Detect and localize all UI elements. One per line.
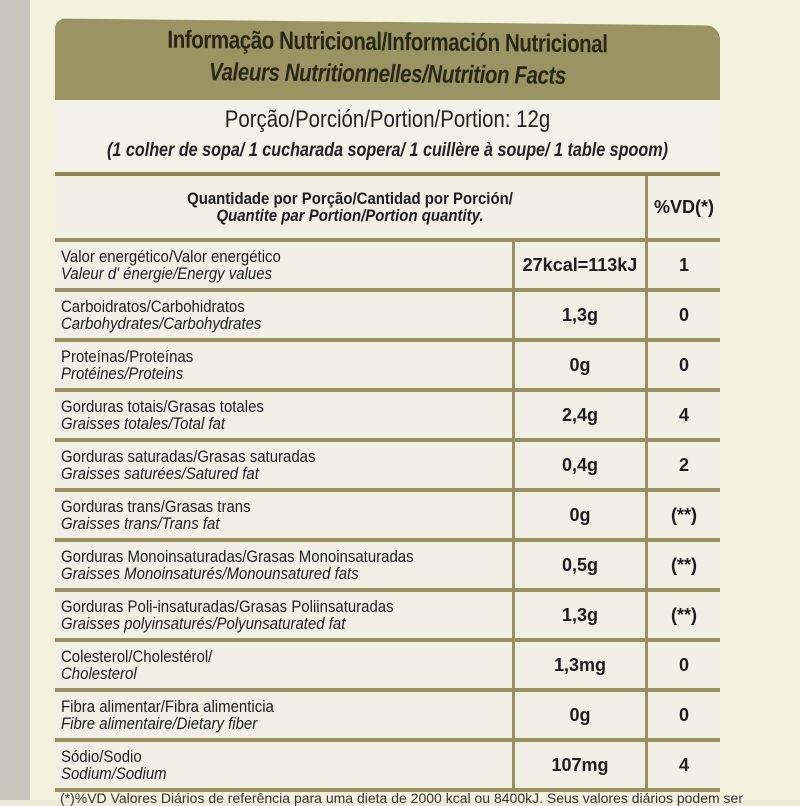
table-row: Gorduras Poli-insaturadas/Grasas Poliins…	[55, 590, 720, 642]
nutrient-name-translation: Graisses trans/Trans fat	[61, 514, 220, 533]
nutrient-name-translation: Cholesterol	[61, 664, 137, 683]
nutrient-vd: 0	[644, 290, 720, 342]
table-row: Colesterol/Cholestérol/Cholesterol 1,3mg 0	[55, 640, 720, 692]
nutrient-name-translation: Graisses polyinsaturés/Polyunsaturated f…	[61, 614, 346, 633]
nutrition-table: Quantidade por Porção/Cantidad por Porci…	[55, 176, 720, 792]
nutrient-value: 1,3mg	[511, 640, 647, 692]
nutrient-name-translation: Fibre alimentaire/Dietary fiber	[61, 714, 258, 733]
table-header: Quantidade por Porção/Cantidad por Porci…	[55, 176, 720, 242]
footnote: (*)%VD Valores Diários de referência par…	[60, 790, 743, 806]
nutrient-name: Colesterol/Cholestérol/	[61, 647, 213, 666]
nutrient-value: 2,4g	[511, 390, 647, 442]
nutrient-name: Gorduras saturadas/Grasas saturadas	[61, 447, 316, 466]
nutrient-value: 27kcal=113kJ	[511, 240, 647, 292]
header-quantity-2: Quantite par Portion/Portion quantity.	[216, 206, 484, 225]
table-row: Carboidratos/Carbohidratos Carbohydrates/…	[55, 290, 720, 342]
nutrient-name-translation: Valeur d' énergie/Energy values	[61, 264, 273, 283]
title-line-1: Informação Nutricional/Información Nutri…	[167, 25, 608, 59]
nutrient-vd: 0	[644, 690, 720, 742]
nutrient-name-translation: Graisses saturées/Satured fat	[61, 464, 259, 483]
table-row: Gorduras totais/Grasas totales Graisses t…	[55, 390, 720, 442]
portion-section: Porção/Porción/Portion/Portion: 12g (1 c…	[55, 100, 720, 177]
nutrient-vd: (**)	[644, 590, 720, 642]
header-vd: %VD(*)	[644, 176, 720, 242]
nutrient-name: Carboidratos/Carbohidratos	[61, 297, 245, 316]
nutrient-value: 1,3g	[511, 290, 647, 342]
nutrient-name: Gorduras Poli-insaturadas/Grasas Poliins…	[61, 597, 394, 616]
nutrient-name-translation: Carbohydrates/Carbohydrates	[61, 314, 262, 333]
nutrient-value: 1,3g	[511, 590, 647, 642]
nutrient-vd: 0	[644, 340, 720, 392]
table-row: Sódio/Sodio Sodium/Sodium 107mg 4	[55, 740, 720, 792]
nutrient-vd: 4	[644, 740, 720, 792]
nutrient-name: Proteínas/Proteínas	[61, 347, 194, 366]
table-row: Proteínas/Proteínas Protéines/Proteins 0g 0	[55, 340, 720, 392]
nutrient-value: 0,4g	[511, 440, 647, 492]
nutrient-name: Fibra alimentar/Fibra alimenticia	[61, 697, 274, 716]
nutrient-value: 0,5g	[511, 540, 647, 592]
nutrient-name: Gorduras Monoinsaturadas/Grasas Monoinsa…	[61, 547, 414, 566]
nutrient-name-translation: Graisses totales/Total fat	[61, 414, 226, 433]
table-row: Valor energético/Valor energético Valeur …	[55, 240, 720, 292]
nutrient-vd: 0	[644, 640, 720, 692]
nutrient-vd: 1	[644, 240, 720, 292]
title-line-2: Valeurs Nutritionnelles/Nutrition Facts	[209, 58, 566, 90]
nutrient-vd: (**)	[644, 490, 720, 542]
nutrient-name-translation: Graisses Monoinsaturés/Monounsatured fat…	[61, 564, 359, 583]
nutrient-name: Gorduras totais/Grasas totales	[61, 397, 264, 416]
background-edge	[0, 0, 30, 800]
nutrient-value: 0g	[511, 690, 647, 742]
portion-size: Porção/Porción/Portion/Portion: 12g	[224, 106, 551, 133]
nutrient-vd: 4	[644, 390, 720, 442]
portion-description: (1 colher de sopa/ 1 cucharada sopera/ 1…	[107, 140, 668, 161]
table-row: Gorduras trans/Grasas trans Graisses tran…	[55, 490, 720, 542]
header-quantity-1: Quantidade por Porção/Cantidad por Porci…	[187, 189, 513, 208]
nutrient-value: 0g	[511, 490, 647, 542]
nutrient-name: Gorduras trans/Grasas trans	[61, 497, 251, 516]
nutrient-vd: (**)	[644, 540, 720, 592]
nutrient-name: Valor energético/Valor energético	[61, 247, 281, 266]
nutrient-vd: 2	[644, 440, 720, 492]
nutrient-value: 0g	[511, 340, 647, 392]
table-row: Fibra alimentar/Fibra alimenticia Fibre a…	[55, 690, 720, 742]
nutrient-name: Sódio/Sodio	[61, 747, 142, 766]
table-row: Gorduras Monoinsaturadas/Grasas Monoinsa…	[55, 540, 720, 592]
nutrient-name-translation: Protéines/Proteins	[61, 364, 184, 383]
table-row: Gorduras saturadas/Grasas saturadas Grais…	[55, 440, 720, 492]
nutrient-name-translation: Sodium/Sodium	[61, 764, 167, 783]
nutrient-value: 107mg	[511, 740, 647, 792]
